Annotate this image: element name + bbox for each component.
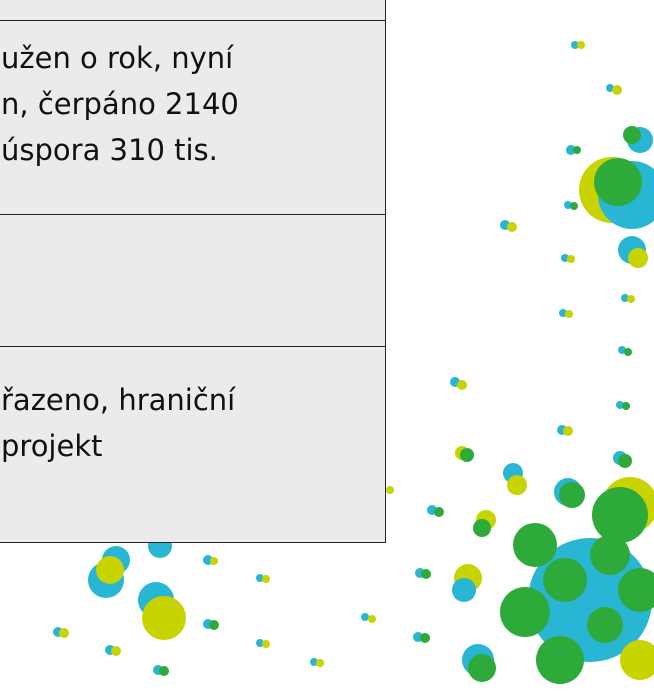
cell-text: projekt: [1, 429, 103, 463]
cell-text: řazeno, hraniční: [1, 383, 236, 417]
cell-text: úspora 310 tis.: [1, 133, 218, 167]
table-row: [0, 0, 386, 21]
cell-text: n, čerpáno 2140: [1, 87, 239, 121]
dot-cluster: [53, 41, 654, 684]
table-row: užen o rok, nyní n, čerpáno 2140 úspora …: [0, 20, 386, 216]
cell-text: užen o rok, nyní: [1, 41, 234, 75]
table-row: řazeno, hraniční projekt: [0, 346, 386, 543]
table-row: [0, 214, 386, 348]
